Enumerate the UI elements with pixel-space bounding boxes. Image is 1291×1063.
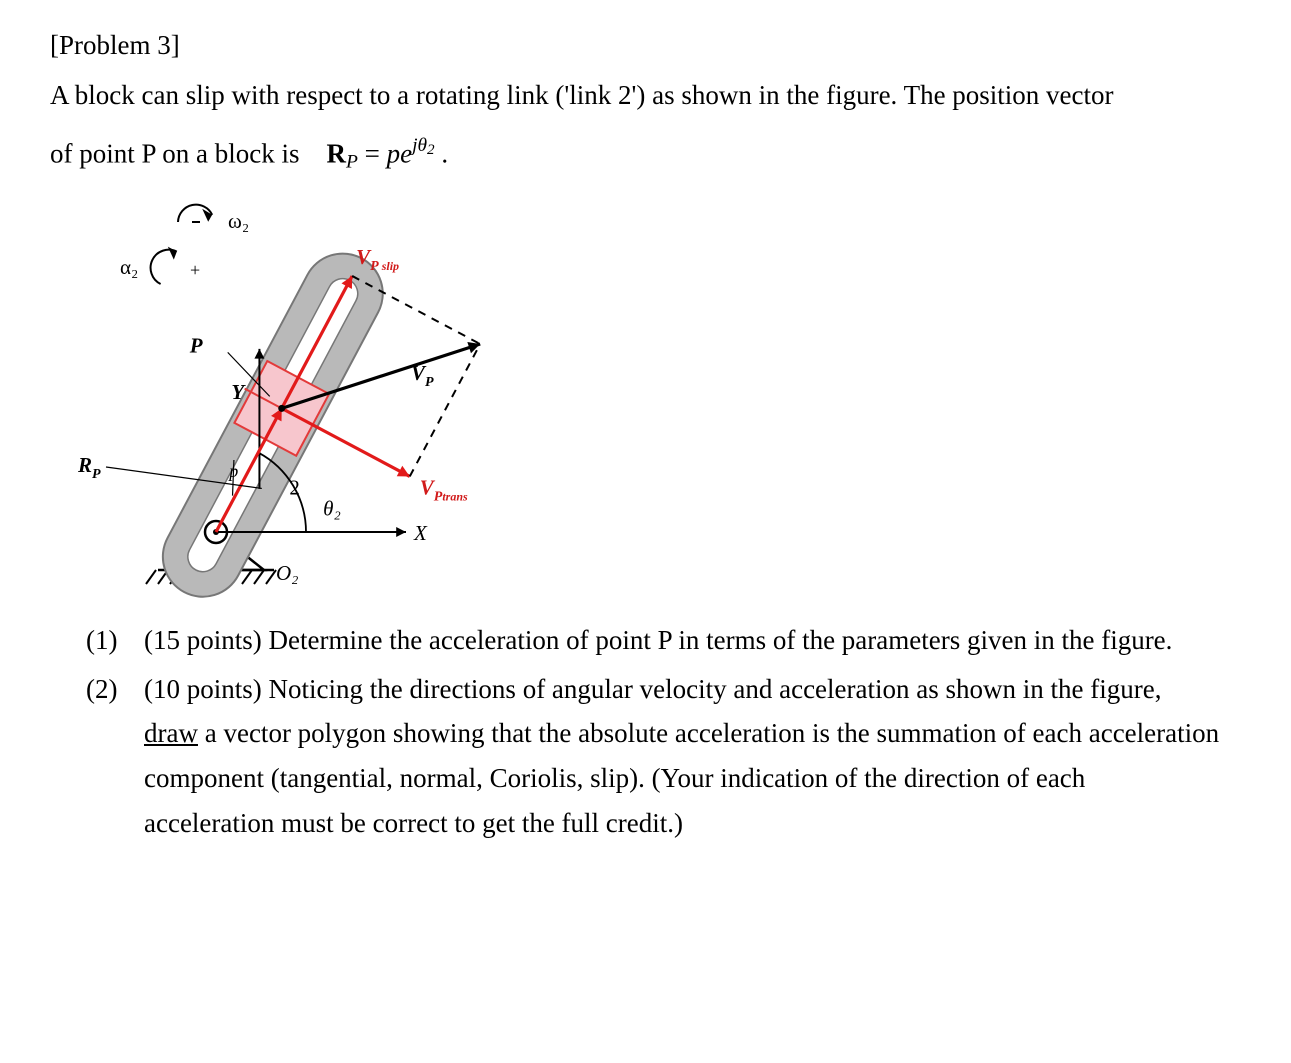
q2-points: (10 points) xyxy=(144,674,269,704)
page: [Problem 3] A block can slip with respec… xyxy=(0,0,1291,1063)
svg-text:2: 2 xyxy=(289,476,300,500)
eq-exp-j: jθ xyxy=(412,135,427,156)
q2-text-b: a vector polygon showing that the absolu… xyxy=(144,718,1219,837)
svg-text:+: + xyxy=(190,260,200,280)
eq-pe: pe xyxy=(387,139,412,169)
svg-text:ω₂: ω₂ xyxy=(228,209,249,233)
q2-body: (10 points) Noticing the directions of a… xyxy=(144,667,1241,845)
q1-text: Determine the acceleration of point P in… xyxy=(269,625,1173,655)
svg-text:X: X xyxy=(413,521,428,545)
svg-text:α₂: α₂ xyxy=(120,255,138,279)
svg-text:VP: VP xyxy=(411,362,434,391)
question-1: (1) (15 points) Determine the accelerati… xyxy=(50,618,1241,663)
eq-equals: = xyxy=(365,139,387,169)
svg-text:p: p xyxy=(227,461,238,481)
q2-draw: draw xyxy=(144,718,198,748)
q2-text-a: Noticing the directions of angular veloc… xyxy=(269,674,1162,704)
problem-title: [Problem 3] xyxy=(50,30,1241,61)
eq-R-sub: P xyxy=(346,151,358,172)
svg-text:O₂: O₂ xyxy=(276,561,298,585)
q2-num: (2) xyxy=(50,667,144,845)
statement2-prefix: of point P on a block is xyxy=(50,139,320,169)
eq-period: . xyxy=(441,139,448,169)
svg-text:θ₂: θ₂ xyxy=(323,497,341,521)
question-2: (2) (10 points) Noticing the directions … xyxy=(50,667,1241,845)
figure: XYθ₂RPp2O₂VP slipVPtransVPPω₂α₂+ xyxy=(76,192,1241,612)
svg-text:VPtrans: VPtrans xyxy=(420,476,468,505)
problem-statement-line2: of point P on a block is RP = pejθ2 . xyxy=(50,129,1241,181)
q1-body: (15 points) Determine the acceleration o… xyxy=(144,618,1241,663)
svg-text:RP: RP xyxy=(77,453,101,482)
eq-R: R xyxy=(327,139,347,169)
questions: (1) (15 points) Determine the accelerati… xyxy=(50,618,1241,845)
q1-num: (1) xyxy=(50,618,144,663)
svg-text:P: P xyxy=(189,334,203,358)
eq-exp-sub: 2 xyxy=(427,141,435,158)
eq-exp: jθ2 xyxy=(412,135,435,156)
svg-text:Y: Y xyxy=(231,380,246,404)
problem-statement-line1: A block can slip with respect to a rotat… xyxy=(50,73,1241,119)
q1-points: (15 points) xyxy=(144,625,269,655)
mechanism-diagram: XYθ₂RPp2O₂VP slipVPtransVPPω₂α₂+ xyxy=(76,192,526,612)
